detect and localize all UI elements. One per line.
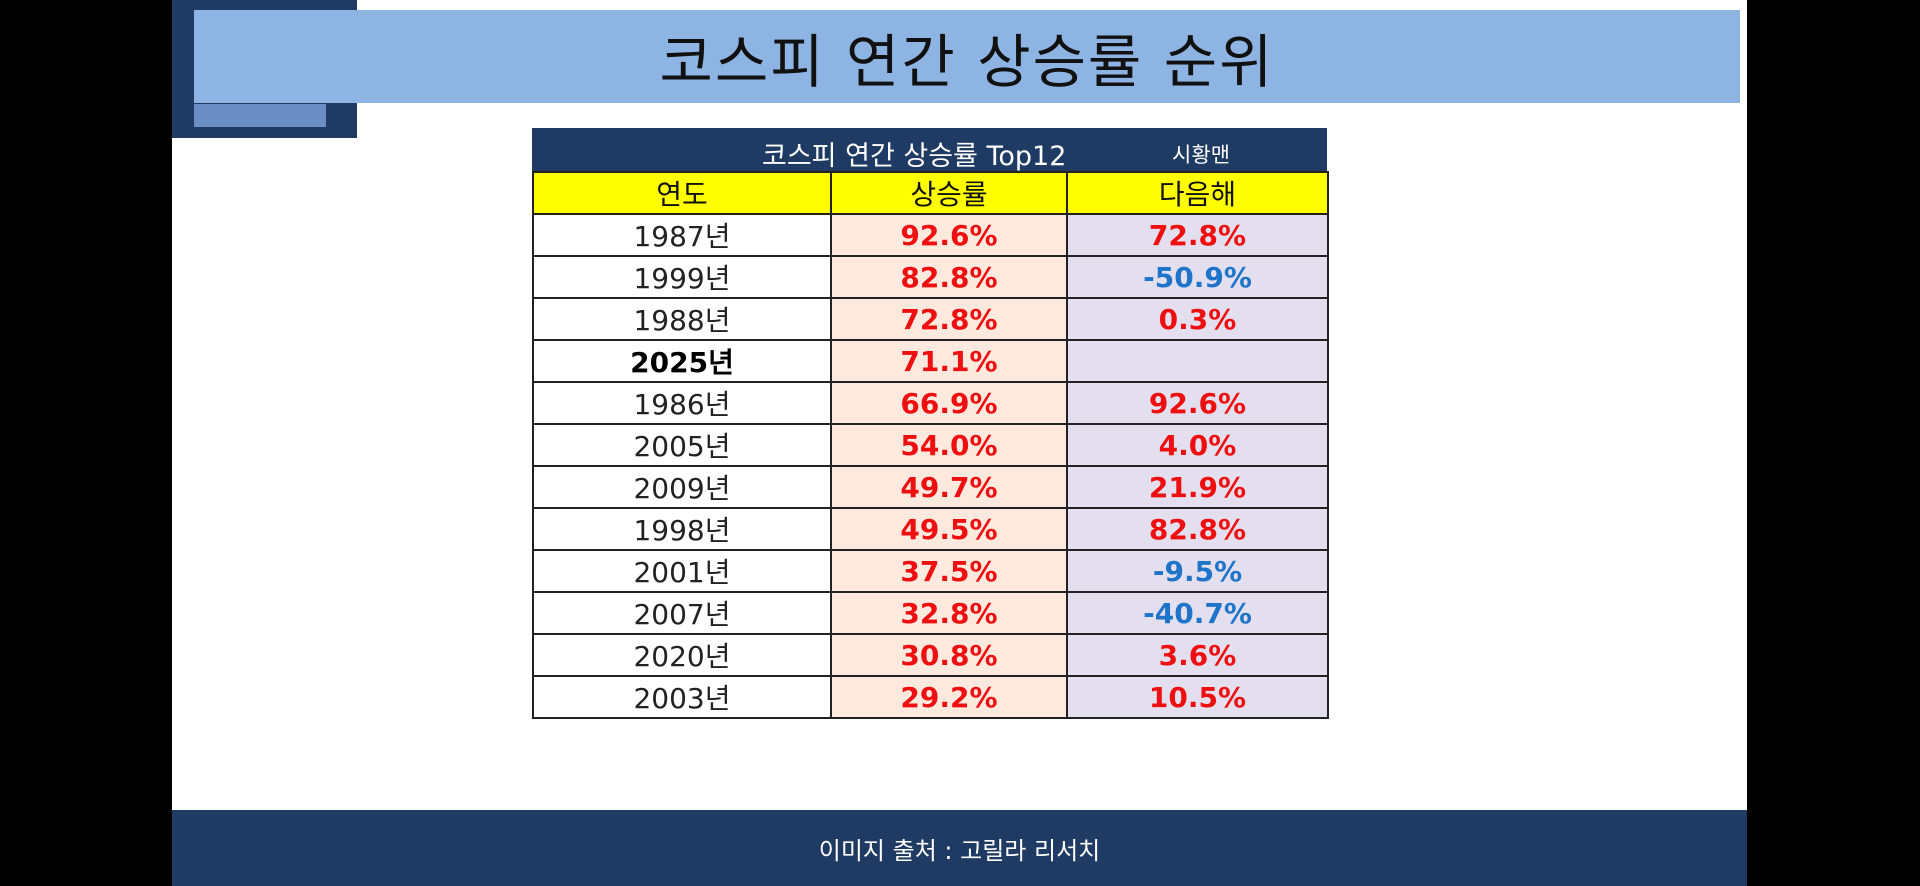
next-year-cell: 3.6%	[1066, 633, 1329, 677]
rise-cell: 29.2%	[830, 675, 1068, 719]
year-cell: 2009년	[532, 465, 832, 509]
table-caption: 코스피 연간 상승률 Top12	[762, 141, 1067, 172]
table-row: 2003년 29.2% 10.5%	[532, 675, 1329, 719]
rise-cell: 92.6%	[830, 213, 1068, 257]
next-year-cell: -40.7%	[1066, 591, 1329, 635]
rise-cell: 66.9%	[830, 381, 1068, 425]
footer-bar: 이미지 출처 : 고릴라 리서치	[172, 810, 1747, 886]
table-row: 2001년 37.5% -9.5%	[532, 549, 1329, 593]
next-year-cell: 4.0%	[1066, 423, 1329, 467]
year-cell: 2020년	[532, 633, 832, 677]
table-row: 1986년 66.9% 92.6%	[532, 381, 1329, 425]
next-year-cell: -50.9%	[1066, 255, 1329, 299]
next-year-cell: 10.5%	[1066, 675, 1329, 719]
next-year-cell: 21.9%	[1066, 465, 1329, 509]
year-cell: 1999년	[532, 255, 832, 299]
table-row: 2025년 71.1%	[532, 339, 1329, 383]
header-rise: 상승률	[830, 171, 1068, 215]
rise-cell: 37.5%	[830, 549, 1068, 593]
ranking-table-container: 코스피 연간 상승률 Top12 시황맨 연도 상승률 다음해 1987년 92…	[532, 128, 1329, 719]
ranking-table: 연도 상승률 다음해 1987년 92.6% 72.8% 1999년 82.8%…	[532, 171, 1329, 719]
slide: 코스피 연간 상승률 순위 코스피 연간 상승률 Top12 시황맨 연도 상승…	[172, 0, 1747, 886]
year-cell: 2003년	[532, 675, 832, 719]
table-row: 2005년 54.0% 4.0%	[532, 423, 1329, 467]
table-caption-bar: 코스피 연간 상승률 Top12 시황맨	[532, 128, 1327, 172]
slide-title: 코스피 연간 상승률 순위	[659, 27, 1275, 96]
year-cell: 1998년	[532, 507, 832, 551]
next-year-cell: 82.8%	[1066, 507, 1329, 551]
year-cell: 1986년	[532, 381, 832, 425]
rise-cell: 72.8%	[830, 297, 1068, 341]
next-year-cell	[1066, 339, 1329, 383]
table-header-row: 연도 상승률 다음해	[532, 171, 1329, 215]
image-source-credit: 이미지 출처 : 고릴라 리서치	[818, 836, 1101, 865]
next-year-cell: -9.5%	[1066, 549, 1329, 593]
table-row: 1988년 72.8% 0.3%	[532, 297, 1329, 341]
table-author: 시황맨	[1172, 143, 1230, 167]
next-year-cell: 92.6%	[1066, 381, 1329, 425]
rise-cell: 49.5%	[830, 507, 1068, 551]
rise-cell: 30.8%	[830, 633, 1068, 677]
year-cell: 2007년	[532, 591, 832, 635]
header-year: 연도	[532, 171, 832, 215]
year-cell: 2005년	[532, 423, 832, 467]
rise-cell: 32.8%	[830, 591, 1068, 635]
header-next-year: 다음해	[1066, 171, 1329, 215]
table-row: 2007년 32.8% -40.7%	[532, 591, 1329, 635]
corner-accent	[194, 104, 326, 127]
table-row: 1999년 82.8% -50.9%	[532, 255, 1329, 299]
table-row: 2020년 30.8% 3.6%	[532, 633, 1329, 677]
next-year-cell: 0.3%	[1066, 297, 1329, 341]
table-row: 1998년 49.5% 82.8%	[532, 507, 1329, 551]
rise-cell: 49.7%	[830, 465, 1068, 509]
next-year-cell: 72.8%	[1066, 213, 1329, 257]
year-cell: 2025년	[532, 339, 832, 383]
year-cell: 1988년	[532, 297, 832, 341]
year-cell: 1987년	[532, 213, 832, 257]
rise-cell: 82.8%	[830, 255, 1068, 299]
rise-cell: 54.0%	[830, 423, 1068, 467]
rise-cell: 71.1%	[830, 339, 1068, 383]
year-cell: 2001년	[532, 549, 832, 593]
table-row: 2009년 49.7% 21.9%	[532, 465, 1329, 509]
table-row: 1987년 92.6% 72.8%	[532, 213, 1329, 257]
title-band: 코스피 연간 상승률 순위	[194, 10, 1740, 103]
